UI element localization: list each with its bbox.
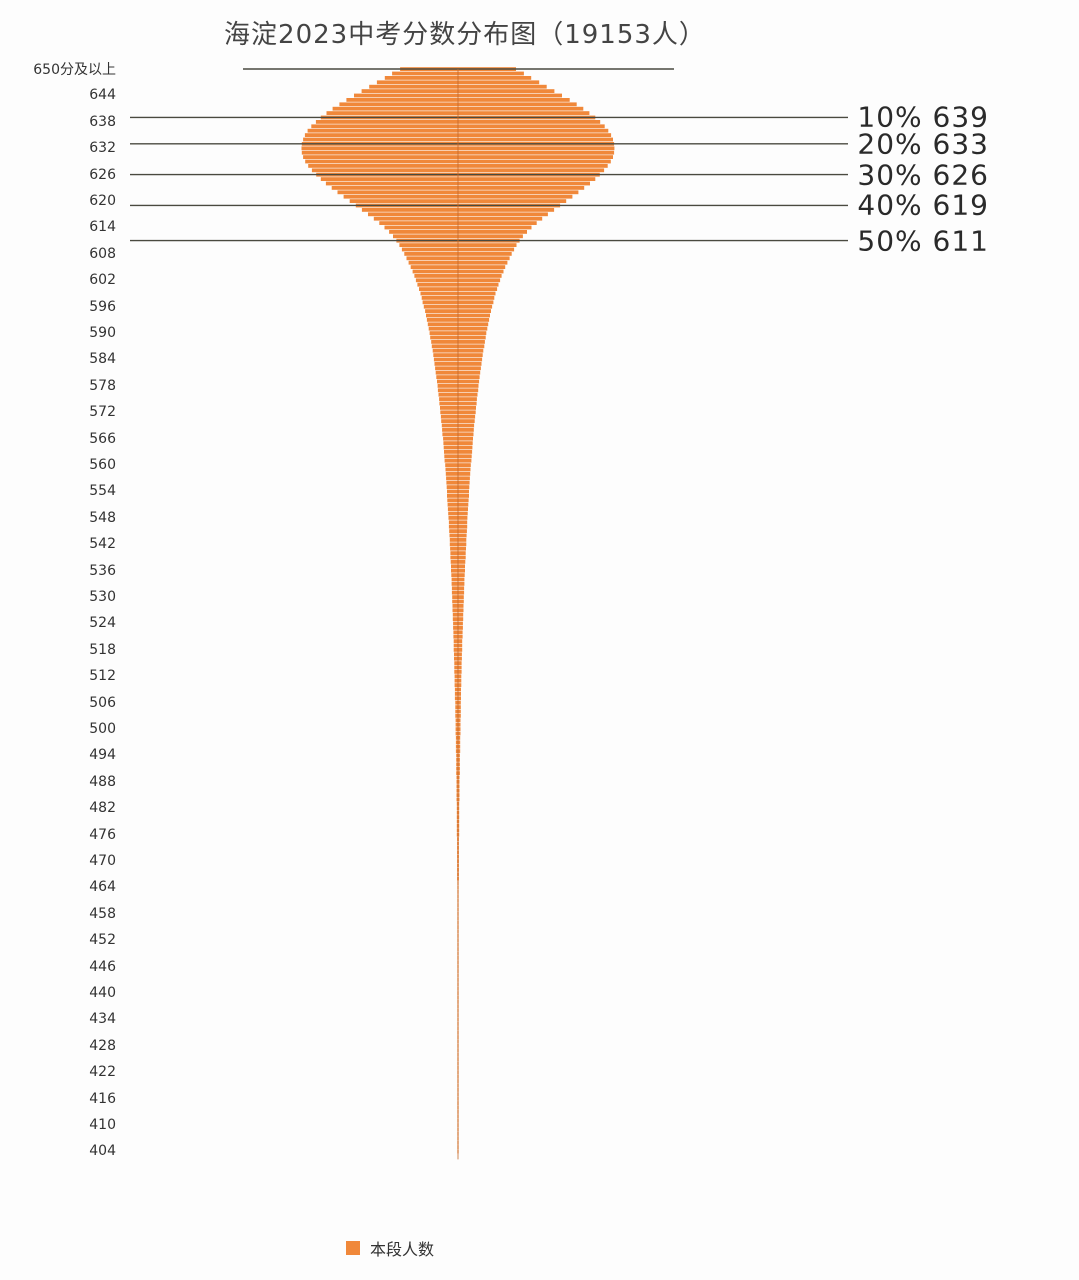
y-tick-label: 590	[89, 325, 116, 341]
y-tick-label: 458	[89, 905, 116, 922]
y-tick-label: 440	[89, 985, 116, 1001]
y-tick-label: 494	[89, 747, 116, 764]
y-tick-label: 506	[89, 694, 116, 711]
y-tick-label: 650分及以上	[33, 62, 116, 78]
legend: 本段人数	[346, 1236, 434, 1260]
y-tick-label: 512	[89, 668, 116, 685]
legend-label: 本段人数	[370, 1240, 435, 1259]
y-tick-label: 518	[89, 641, 116, 658]
y-tick-label: 566	[89, 430, 116, 447]
y-tick-label: 434	[89, 1011, 116, 1028]
legend-swatch	[346, 1241, 360, 1255]
y-tick-label: 536	[89, 562, 116, 579]
y-tick-label: 542	[89, 536, 116, 553]
y-tick-label: 602	[89, 272, 116, 289]
y-tick-label: 524	[89, 615, 116, 632]
y-axis-labels: 650分及以上 644 638 632 626 620 614 608 602 596 590 584…	[0, 0, 120, 1280]
y-tick-label: 416	[89, 1090, 116, 1107]
y-tick-label: 530	[89, 589, 116, 605]
y-tick-label: 614	[89, 219, 116, 236]
y-tick-label: 548	[89, 509, 116, 526]
y-tick-label: 560	[89, 457, 116, 473]
y-tick-label: 404	[89, 1143, 116, 1160]
y-tick-label: 422	[89, 1064, 116, 1081]
y-tick-label: 572	[89, 404, 116, 421]
y-tick-label: 638	[89, 113, 116, 130]
y-tick-label: 554	[89, 483, 116, 500]
y-tick-label: 476	[89, 826, 116, 843]
y-tick-label: 446	[89, 958, 116, 975]
y-tick-label: 596	[89, 298, 116, 315]
y-tick-label: 410	[89, 1117, 116, 1133]
y-tick-label: 644	[89, 87, 116, 104]
percentile-label: 50% 611	[857, 224, 989, 258]
chart-title: 海淀2023中考分数分布图（19153人）	[224, 20, 706, 50]
y-tick-label: 620	[89, 193, 116, 209]
y-tick-label: 632	[89, 140, 116, 157]
y-tick-label: 452	[89, 932, 116, 949]
y-tick-label: 578	[89, 377, 116, 394]
y-tick-label: 464	[89, 879, 116, 896]
y-tick-label: 626	[89, 166, 116, 183]
percentile-label: 30% 626	[857, 158, 989, 192]
percentile-label: 40% 619	[857, 188, 989, 222]
y-tick-label: 482	[89, 800, 116, 817]
percentile-label: 10% 639	[857, 100, 989, 134]
y-tick-label: 488	[89, 773, 116, 790]
y-tick-label: 584	[89, 351, 116, 368]
y-tick-label: 608	[89, 245, 116, 262]
percentile-label: 20% 633	[857, 127, 989, 161]
y-tick-label: 470	[89, 853, 116, 869]
y-tick-label: 428	[89, 1037, 116, 1054]
y-tick-label: 500	[89, 721, 116, 737]
